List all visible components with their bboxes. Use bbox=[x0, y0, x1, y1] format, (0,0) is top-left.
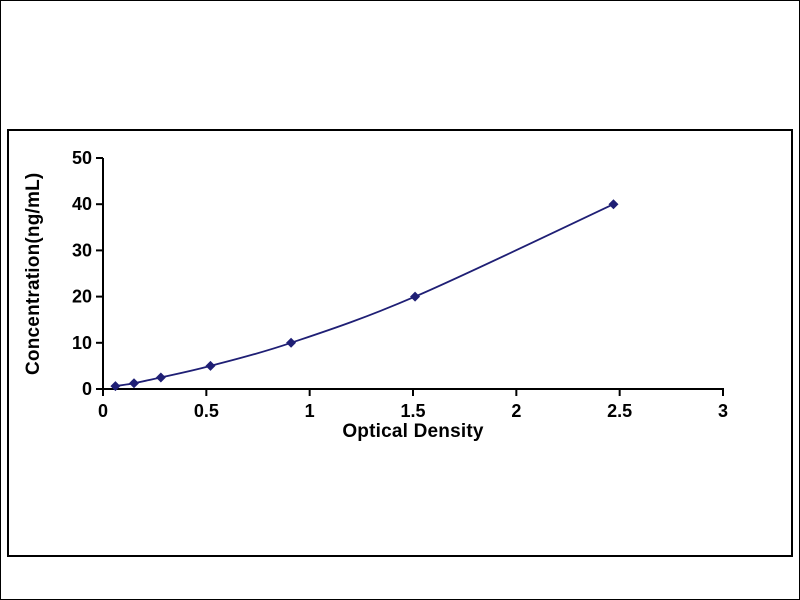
y-tick-label: 30 bbox=[72, 240, 92, 260]
x-tick-label: 2.5 bbox=[607, 401, 632, 421]
data-point-marker bbox=[110, 381, 121, 392]
y-tick-label: 20 bbox=[72, 287, 92, 307]
x-axis-title: Optical Density bbox=[342, 421, 484, 442]
data-point-marker bbox=[129, 378, 139, 389]
data-point-marker bbox=[155, 372, 166, 383]
chart-container: 0 0.5 1 1.5 2 2.5 3 0 10 20 30 40 50 Optical Density… bbox=[7, 129, 793, 557]
y-tick-label: 0 bbox=[82, 379, 92, 399]
x-tick-label: 2 bbox=[511, 401, 521, 421]
y-axis-title: Concentration(ng/mL) bbox=[23, 172, 44, 375]
data-point-marker bbox=[286, 337, 297, 348]
standard-curve-line bbox=[115, 203, 614, 387]
data-point-marker bbox=[410, 291, 421, 302]
data-point-marker bbox=[608, 199, 619, 210]
x-tick-label: 0.5 bbox=[194, 401, 219, 421]
x-tick-label: 1 bbox=[305, 401, 315, 421]
x-tick-label: 0 bbox=[98, 401, 108, 421]
data-point-marker bbox=[205, 360, 216, 371]
y-tick-label: 10 bbox=[72, 333, 92, 353]
x-tick-label: 1.5 bbox=[400, 401, 425, 421]
y-tick-label: 40 bbox=[72, 194, 92, 214]
y-tick-label: 50 bbox=[72, 148, 92, 168]
x-tick-label: 3 bbox=[718, 401, 728, 421]
